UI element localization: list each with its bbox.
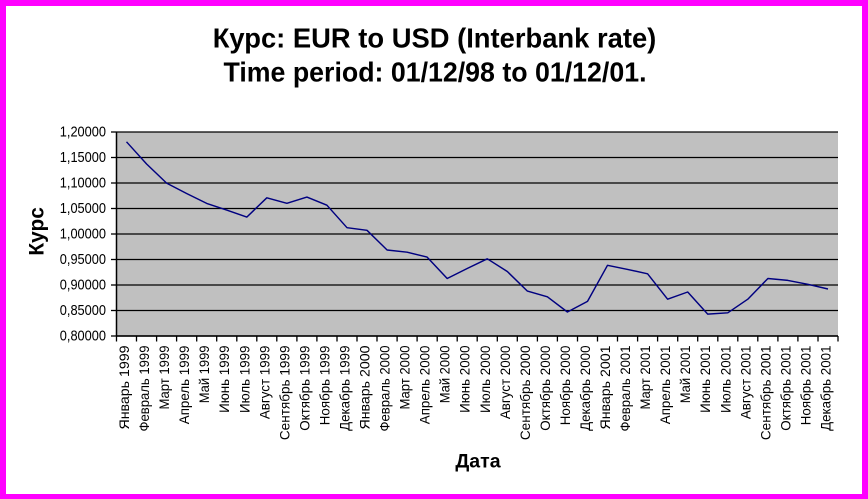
svg-text:Май 1999: Май 1999 xyxy=(196,345,212,403)
svg-text:1,05000: 1,05000 xyxy=(60,200,106,217)
svg-text:Курс: Курс xyxy=(26,207,49,256)
svg-text:Июнь 2001: Июнь 2001 xyxy=(697,345,713,413)
svg-text:0,80000: 0,80000 xyxy=(60,328,106,345)
svg-text:Январь 2001: Январь 2001 xyxy=(597,345,613,429)
svg-text:Апрель 2001: Апрель 2001 xyxy=(657,345,673,424)
svg-text:Май 2001: Май 2001 xyxy=(677,345,693,403)
svg-text:Март 2001: Март 2001 xyxy=(637,345,653,409)
svg-text:0,95000: 0,95000 xyxy=(60,251,106,268)
svg-text:Сентябрь 2001: Сентябрь 2001 xyxy=(757,345,773,440)
svg-text:Февраль 1999: Февраль 1999 xyxy=(136,345,152,431)
svg-text:0,90000: 0,90000 xyxy=(60,277,106,294)
svg-text:Июнь 2000: Июнь 2000 xyxy=(457,345,473,413)
svg-text:Ноябрь 1999: Ноябрь 1999 xyxy=(316,345,332,425)
svg-text:Январь 1999: Январь 1999 xyxy=(116,345,132,429)
svg-text:Июль 2000: Июль 2000 xyxy=(477,345,493,413)
svg-text:Июль 1999: Июль 1999 xyxy=(236,345,252,413)
svg-text:Time period: 01/12/98 to 01/12: Time period: 01/12/98 to 01/12/01. xyxy=(224,56,647,87)
svg-text:1,10000: 1,10000 xyxy=(60,175,106,192)
svg-text:Сентябрь 1999: Сентябрь 1999 xyxy=(276,345,292,440)
svg-text:Февраль 2001: Февраль 2001 xyxy=(617,345,633,431)
svg-text:Апрель 2000: Апрель 2000 xyxy=(417,345,433,424)
svg-text:Август 1999: Август 1999 xyxy=(256,345,272,419)
svg-text:1,00000: 1,00000 xyxy=(60,226,106,243)
svg-text:Декабрь 2000: Декабрь 2000 xyxy=(577,345,593,431)
svg-text:Март 1999: Март 1999 xyxy=(156,345,172,409)
svg-text:Июль 2001: Июль 2001 xyxy=(717,345,733,413)
svg-text:Ноябрь 2000: Ноябрь 2000 xyxy=(557,345,573,425)
svg-text:Апрель 1999: Апрель 1999 xyxy=(176,345,192,424)
svg-text:Август 2000: Август 2000 xyxy=(497,345,513,419)
svg-text:Октябрь 1999: Октябрь 1999 xyxy=(296,345,312,430)
svg-text:Курс: EUR to USD (Interbank ra: Курс: EUR to USD (Interbank rate) xyxy=(213,23,657,54)
svg-text:Январь 2000: Январь 2000 xyxy=(357,345,373,429)
svg-text:Сентябрь 2000: Сентябрь 2000 xyxy=(517,345,533,440)
svg-text:Дата: Дата xyxy=(455,451,501,472)
svg-text:Февраль 2000: Февраль 2000 xyxy=(377,345,393,431)
svg-text:Август 2001: Август 2001 xyxy=(737,345,753,419)
svg-text:1,20000: 1,20000 xyxy=(60,124,106,141)
svg-text:Июнь 1999: Июнь 1999 xyxy=(216,345,232,413)
svg-text:Ноябрь 2001: Ноябрь 2001 xyxy=(797,345,813,425)
svg-text:Март 2000: Март 2000 xyxy=(397,345,413,409)
svg-text:Октябрь 2001: Октябрь 2001 xyxy=(777,345,793,430)
svg-text:Октябрь 2000: Октябрь 2000 xyxy=(537,345,553,430)
svg-text:0,85000: 0,85000 xyxy=(60,302,106,319)
svg-text:1,15000: 1,15000 xyxy=(60,149,106,166)
svg-text:Декабрь 2001: Декабрь 2001 xyxy=(818,345,834,431)
svg-text:Декабрь 1999: Декабрь 1999 xyxy=(337,345,353,431)
svg-text:Май 2000: Май 2000 xyxy=(437,345,453,403)
